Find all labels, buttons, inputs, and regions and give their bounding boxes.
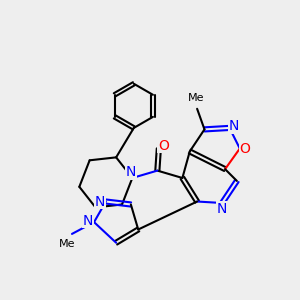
Text: O: O — [240, 142, 250, 155]
Text: N: N — [217, 202, 227, 216]
Text: N: N — [95, 194, 105, 208]
Text: Me: Me — [188, 94, 204, 103]
Text: N: N — [83, 214, 93, 228]
Text: O: O — [158, 139, 169, 153]
Text: N: N — [126, 165, 136, 179]
Text: N: N — [229, 119, 239, 134]
Text: Me: Me — [59, 239, 76, 249]
